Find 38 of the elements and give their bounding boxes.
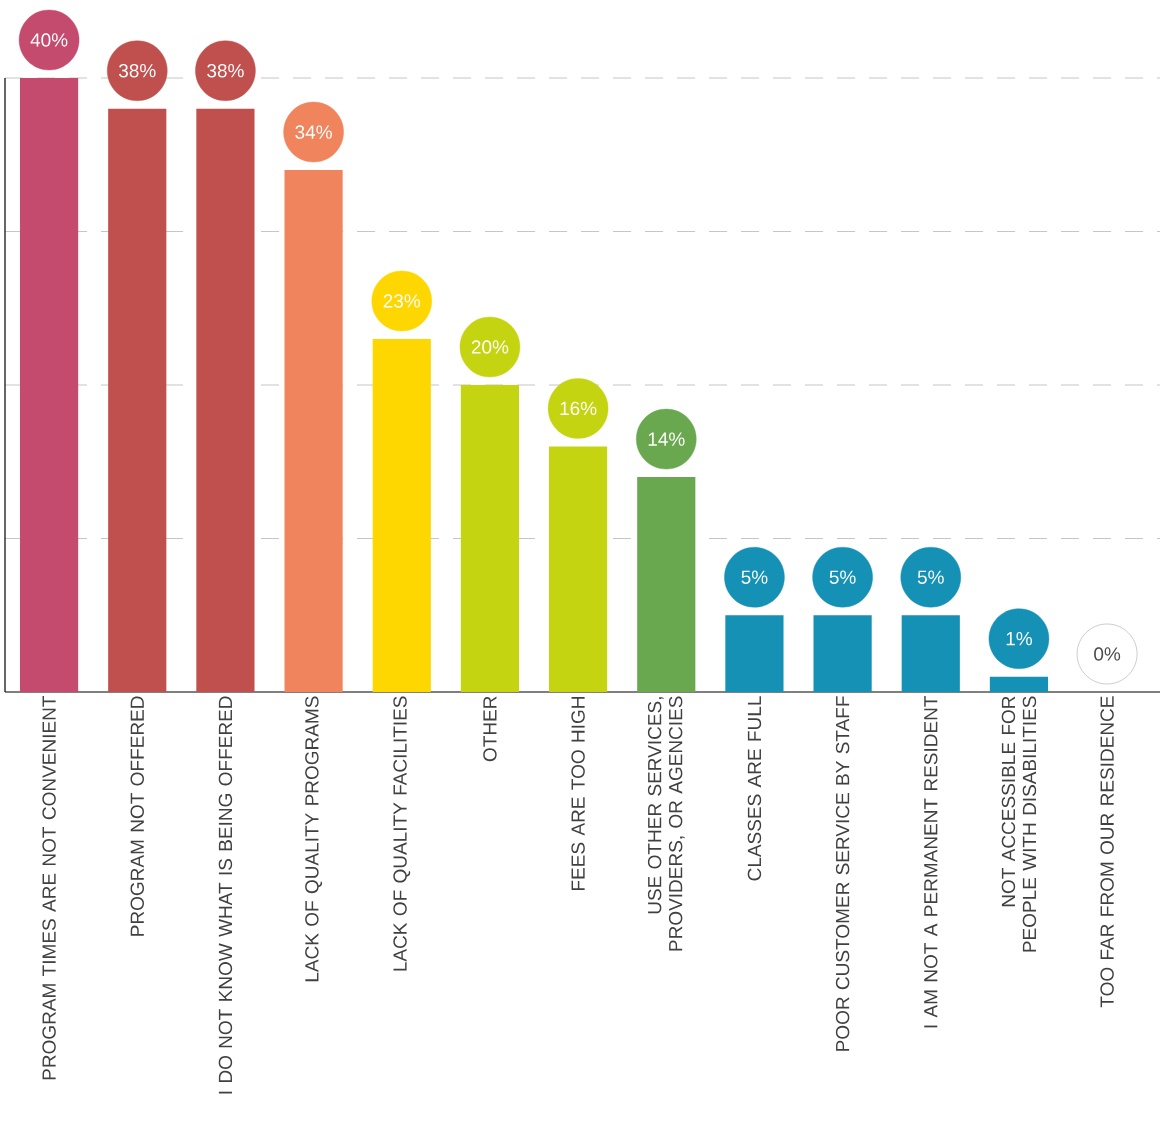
x-tick-label: CLASSES ARE FULL xyxy=(747,696,762,881)
data-label: 38% xyxy=(118,63,156,78)
data-label: 38% xyxy=(207,63,244,78)
bar xyxy=(813,615,872,692)
bar xyxy=(372,338,431,692)
bar xyxy=(989,676,1049,692)
x-tick-label: USE OTHER SERVICES, PROVIDERS, OR AGENCIES xyxy=(647,696,685,951)
bar xyxy=(19,78,79,692)
data-label: 1% xyxy=(1006,632,1032,646)
x-tick-label: I AM NOT A PERMANENT RESIDENT xyxy=(924,695,938,1028)
data-label: 16% xyxy=(560,401,597,416)
bar xyxy=(725,615,784,692)
data-label: 0% xyxy=(1094,647,1121,661)
x-tick-label: POOR CUSTOMER SERVICE BY STAFF xyxy=(835,696,850,1051)
x-tick-label: PROGRAM NOT OFFERED xyxy=(130,696,144,936)
x-tick-label: LACK OF QUALITY FACILITIES xyxy=(393,696,411,971)
bar xyxy=(549,446,608,692)
bar xyxy=(901,615,960,692)
data-label: 20% xyxy=(471,340,509,354)
bar xyxy=(460,385,520,692)
data-label: 5% xyxy=(917,570,944,584)
data-label: 5% xyxy=(741,570,768,584)
x-tick-label: FEES ARE TOO HIGH xyxy=(571,697,585,890)
data-label: 23% xyxy=(383,294,421,308)
x-tick-label: LACK OF QUALITY PROGRAMS xyxy=(305,696,323,982)
data-label: 5% xyxy=(829,570,856,584)
bar xyxy=(196,108,255,692)
data-label: 14% xyxy=(648,432,685,446)
data-label: 40% xyxy=(30,33,68,47)
x-tick-label: PROGRAM TIMES ARE NOT CONVENIENT xyxy=(42,695,56,1080)
x-tick-label: I DO NOT KNOW WHAT IS BEING OFFERED xyxy=(218,696,233,1094)
data-label: 34% xyxy=(295,125,332,139)
x-tick-label: TOO FAR FROM OUR RESIDENCE xyxy=(1100,696,1114,1008)
bar xyxy=(637,477,696,692)
x-tick-label: NOT ACCESSIBLE FOR PEOPLE WITH DISABILITIES xyxy=(1001,696,1037,952)
bar xyxy=(108,108,167,692)
bar xyxy=(284,170,343,692)
x-tick-label: OTHER xyxy=(483,696,497,762)
